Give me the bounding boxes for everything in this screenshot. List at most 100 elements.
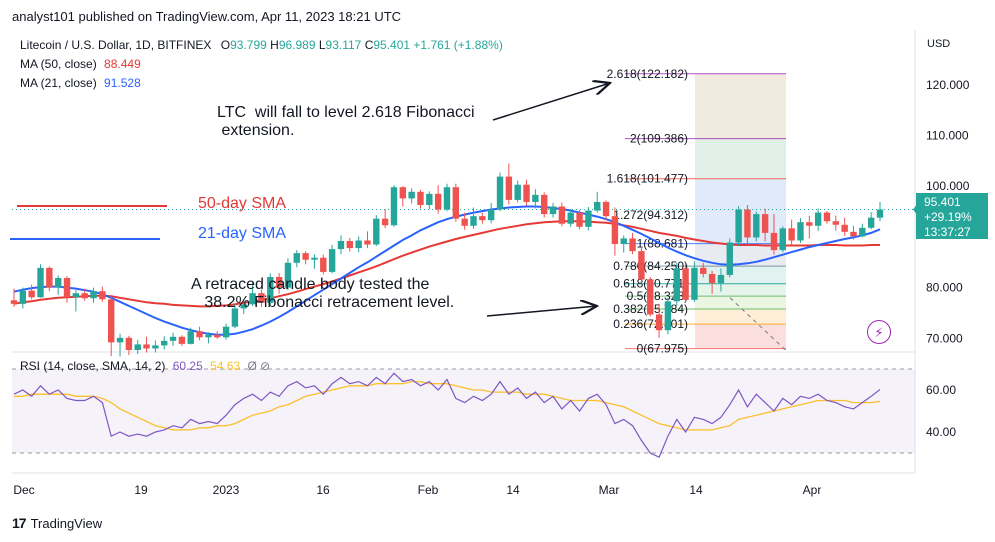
bar-countdown: 13:37:27 [924,225,971,239]
candle-body [505,176,513,200]
candle-body [390,187,398,226]
candle-body [832,221,840,225]
candle-body [214,334,221,338]
time-tick-label: Mar [599,483,620,497]
candle-body [541,194,548,215]
lightning-icon[interactable]: ⚡ [867,320,891,344]
fib-level-label: 0(67.975) [637,342,688,356]
visibility-icon[interactable]: Ø [247,359,257,373]
candle-body [337,240,345,250]
candle-body [841,224,848,232]
candle-body [700,267,707,274]
time-tick-label: 14 [506,483,520,497]
candle-body [576,212,583,227]
candle-body [602,201,610,217]
fib-level-label: 0.786(84.250) [613,259,688,273]
candle-body [717,274,725,284]
candle-body [585,210,592,227]
candle-body [487,209,495,221]
fib-level-label: 2(109.386) [630,132,688,146]
rsi-sma-value: 54.63 [210,359,241,373]
rsi-legend[interactable]: RSI (14, close, SMA, 14, 2) 60.25 54.63 … [20,359,270,373]
high-label: H [270,38,279,52]
candle-body [629,238,636,252]
candle-body [417,191,424,205]
close-label: C [364,38,374,52]
fib-zone [695,266,786,284]
candle-body [761,214,769,233]
sma21-label[interactable]: 21-day SMA [198,225,287,242]
candle-body [452,187,460,219]
symbol-legend: Litecoin / U.S. Dollar, 1D, BITFINEX O93… [20,38,503,52]
time-tick-label: 14 [689,483,703,497]
ma50-legend[interactable]: MA (50, close) 88.449 [20,57,141,71]
candle-body [355,240,362,249]
candle-body [408,191,415,199]
candle-body [240,304,247,309]
candle-body [72,293,80,298]
sma50-label[interactable]: 50-day SMA [198,195,287,212]
candle-body [744,209,751,238]
candle-body [311,257,318,260]
time-tick-label: Apr [803,483,822,497]
open-value: 93.799 [230,38,267,52]
price-tick-label: 110.000 [926,129,969,143]
candle-body [205,334,212,338]
time-tick-label: 19 [134,483,148,497]
candle-body [708,273,716,284]
candle-body [859,227,866,237]
candle-body [81,293,88,299]
candle-body [134,344,141,350]
footer-brand[interactable]: 17 TradingView [12,515,102,531]
candle-body [691,267,698,300]
candle-body [328,249,336,272]
candle-body [682,268,689,300]
candle-body [196,331,203,338]
rsi-band-fill [12,369,915,453]
candle-body [770,232,778,251]
time-tick-label: Dec [13,483,34,497]
candle-body [63,277,71,298]
change-value: +1.761 (+1.88%) [413,38,503,52]
retrace-note[interactable]: A retraced candle body tested the 38.2% … [191,276,455,311]
last-price: 95.401 [924,195,961,209]
candle-body [346,240,353,249]
ma21-value: 91.528 [104,76,141,90]
candle-body [152,345,159,349]
candle-body [293,253,300,263]
rsi-sma-line [14,380,881,431]
brand-name: TradingView [30,515,103,531]
rsi-value: 60.25 [172,359,203,373]
candle-body [381,218,389,226]
candle-body [187,331,194,344]
settings-icon[interactable]: ⊘ [260,359,271,373]
high-value: 96.989 [278,38,316,52]
candle-body [558,206,566,224]
symbol-name: Litecoin / U.S. Dollar, 1D, BITFINEX [20,38,212,52]
candle-body [275,276,283,288]
ma21-line [13,205,881,336]
candle-body [523,184,530,202]
candle-body [284,262,292,288]
ma50-line [13,220,880,308]
candle-body [594,201,601,211]
candle-body [779,228,786,251]
ma21-legend[interactable]: MA (21, close) 91.528 [20,76,141,90]
fib-zone [695,309,786,325]
fib-trend-line [729,297,787,351]
rsi-line [13,372,881,459]
candle-body [814,212,822,226]
candle-body [364,240,371,245]
candle-body [161,340,168,346]
fib-level-label: 0.236(72.801) [613,317,688,331]
fib-extension-note[interactable]: LTC will fall to level 2.618 Fibonacci e… [217,104,475,139]
candle-body [90,291,97,299]
candle-body [320,257,327,272]
ma50-label: MA (50, close) [20,57,97,71]
time-tick-label: Feb [418,483,439,497]
candle-body [673,268,680,302]
fib-zone [695,138,786,179]
rsi-tick-label: 60.00 [926,383,956,397]
